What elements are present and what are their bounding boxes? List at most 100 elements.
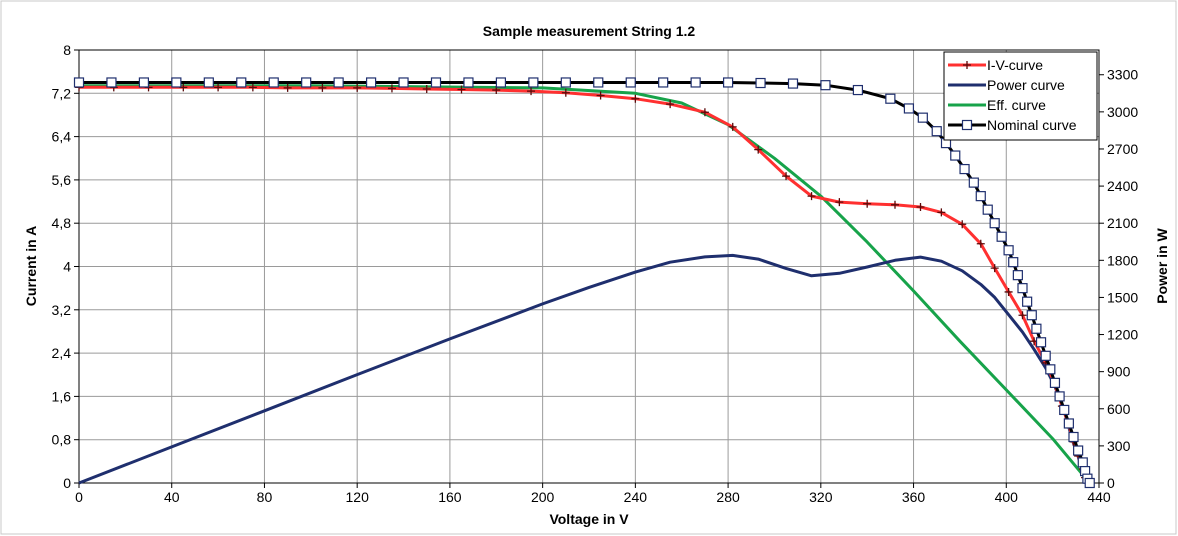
- data-point: [916, 202, 925, 211]
- data-point: [1003, 245, 1014, 256]
- data-point: [248, 83, 257, 92]
- legend: I-V-curve Power curve Eff. curve Nominal cu…: [943, 51, 1098, 141]
- y2-tick-label: 1800: [1107, 252, 1138, 268]
- data-point: [690, 77, 701, 88]
- data-point: [700, 108, 709, 117]
- data-point: [365, 77, 377, 88]
- y2-tick-label: 0: [1107, 475, 1115, 491]
- legend-label: Nominal curve: [987, 117, 1077, 133]
- data-point: [782, 172, 791, 181]
- data-point: [527, 87, 536, 96]
- legend-item-eff-curve: Eff. curve: [948, 97, 1046, 113]
- data-point: [1035, 337, 1047, 348]
- data-point: [398, 77, 409, 88]
- data-point: [353, 83, 362, 92]
- data-point: [891, 200, 899, 209]
- y2-axis-label: Power in W: [1154, 227, 1170, 303]
- data-point: [835, 198, 844, 207]
- data-point: [171, 77, 182, 88]
- y-tick-label: 7,2: [52, 85, 72, 101]
- data-point: [333, 77, 344, 88]
- y2-tick-label: 600: [1107, 401, 1131, 417]
- y2-tick-label: 2400: [1107, 178, 1138, 194]
- data-point: [950, 150, 961, 161]
- data-point: [976, 239, 985, 248]
- data-point: [430, 77, 442, 88]
- series-eff-curve: [79, 84, 1087, 479]
- data-point: [596, 91, 605, 100]
- data-point: [1008, 257, 1019, 268]
- data-point: [561, 88, 570, 97]
- y-tick-label: 4: [63, 259, 71, 275]
- y-tick-label: 1,6: [52, 388, 72, 404]
- data-point: [1040, 350, 1051, 361]
- data-point: [1059, 404, 1070, 416]
- data-point: [658, 77, 669, 88]
- data-point: [1054, 391, 1065, 402]
- data-point: [106, 77, 117, 88]
- y2-tick-label: 300: [1107, 438, 1131, 454]
- data-point: [863, 199, 872, 208]
- x-axis-label: Voltage in V: [549, 511, 629, 527]
- data-point: [917, 112, 928, 123]
- data-point: [937, 208, 946, 217]
- data-point: [214, 83, 223, 92]
- legend-item-nominal-curve: Nominal curve: [948, 117, 1077, 133]
- y-tick-label: 6,4: [52, 129, 72, 145]
- series-layer: [73, 77, 1095, 489]
- data-point: [787, 78, 799, 89]
- data-point: [666, 100, 675, 109]
- data-point: [728, 122, 737, 131]
- data-point: [593, 77, 604, 88]
- y2-tick-label: 3000: [1107, 104, 1138, 120]
- data-point: [1073, 445, 1084, 456]
- data-point: [820, 80, 831, 91]
- x-tick-label: 40: [164, 489, 180, 505]
- data-point: [1063, 418, 1074, 429]
- y2-tick-label: 2700: [1107, 141, 1138, 157]
- y-tick-label: 0,8: [52, 432, 72, 448]
- x-tick-label: 80: [257, 489, 273, 505]
- x-tick-label: 360: [902, 489, 926, 505]
- x-tick-label: 160: [438, 489, 462, 505]
- data-point: [236, 77, 247, 88]
- legend-label: I-V-curve: [987, 57, 1043, 73]
- x-tick-label: 320: [809, 489, 833, 505]
- legend-item-power-curve: Power curve: [948, 77, 1065, 93]
- y2-tick-label: 1200: [1107, 327, 1138, 343]
- data-point: [1068, 431, 1079, 443]
- data-point: [807, 192, 816, 201]
- data-point: [755, 77, 766, 89]
- data-point: [625, 77, 636, 88]
- data-point: [138, 77, 150, 88]
- series-nominal-curve: [73, 77, 1095, 489]
- data-point: [885, 93, 896, 104]
- data-point: [495, 77, 507, 88]
- data-point: [268, 77, 279, 88]
- x-tick-label: 0: [75, 489, 83, 505]
- data-point: [318, 83, 327, 92]
- y-tick-label: 3,2: [52, 302, 72, 318]
- y-tick-label: 5,6: [52, 172, 72, 188]
- legend-item-i-v-curve: I-V-curve: [948, 57, 1043, 73]
- data-point: [931, 126, 942, 137]
- data-point: [631, 94, 640, 103]
- data-point: [1077, 457, 1088, 468]
- data-point: [903, 103, 915, 114]
- x-tick-label: 240: [624, 489, 648, 505]
- data-point: [457, 85, 466, 94]
- data-point: [1012, 270, 1023, 281]
- data-point: [1004, 287, 1013, 296]
- y2-tick-label: 2100: [1107, 215, 1138, 231]
- y2-tick-label: 1500: [1107, 289, 1138, 305]
- x-tick-label: 200: [531, 489, 555, 505]
- legend-label: Eff. curve: [987, 97, 1046, 113]
- data-point: [722, 77, 734, 88]
- data-point: [1026, 310, 1037, 321]
- data-point: [301, 77, 312, 88]
- data-point: [1018, 311, 1027, 320]
- data-point: [968, 177, 979, 188]
- y-axis-label: Current in A: [23, 226, 39, 306]
